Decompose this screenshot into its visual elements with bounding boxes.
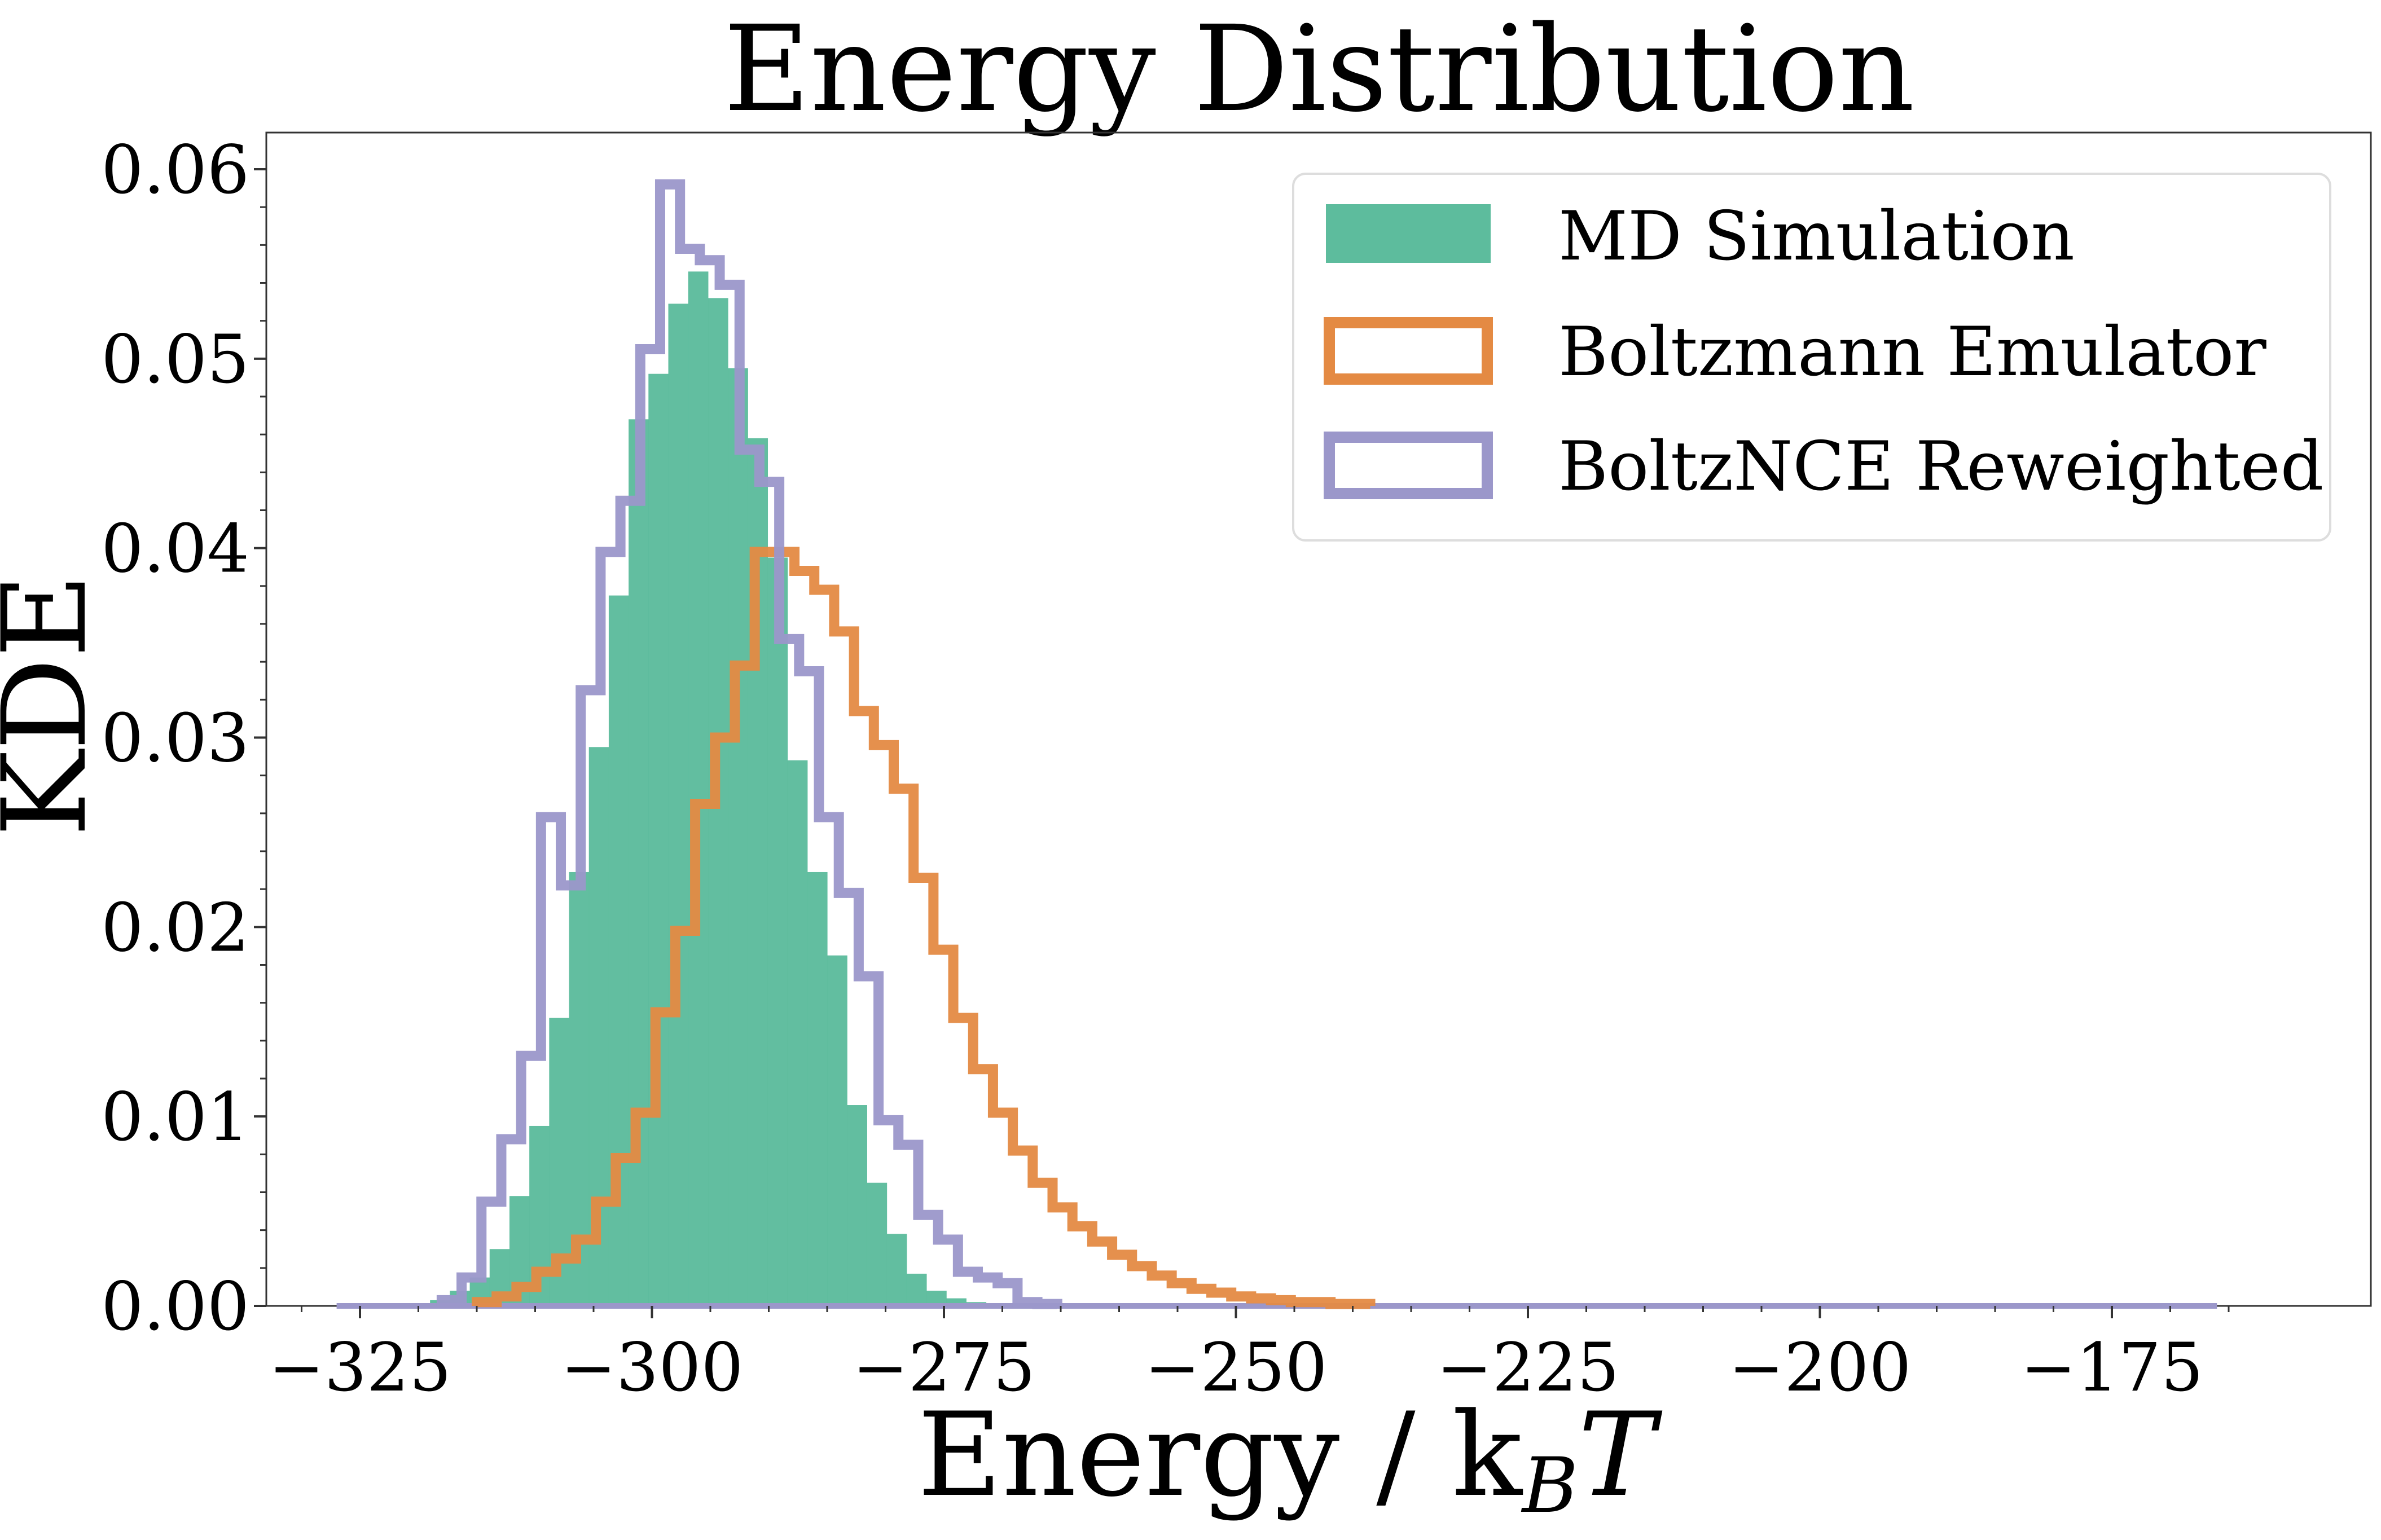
md-bar: [906, 1273, 927, 1306]
y-tick-label: 0.00: [101, 1268, 249, 1345]
y-tick-label: 0.06: [101, 131, 249, 209]
md-bar: [569, 872, 590, 1306]
x-axis-ticks: −325 −300 −275 −250 −225 −200 −175: [269, 1306, 2230, 1406]
md-bar: [847, 1105, 867, 1306]
legend-label-boltznce-reweighted: BoltzNCE Reweighted: [1558, 428, 2323, 506]
md-bar: [867, 1182, 888, 1306]
x-tick-label: −325: [269, 1328, 451, 1406]
boltzmann-emulator-line: [472, 547, 1376, 1309]
md-bar: [728, 368, 748, 1306]
y-tick-label: 0.01: [101, 1078, 249, 1156]
x-tick-label: −300: [560, 1328, 743, 1406]
md-bar: [688, 271, 709, 1306]
y-tick-label: 0.02: [101, 888, 249, 966]
chart-title: Energy Distribution: [723, 0, 1914, 138]
x-axis-label: Energy / kBT: [917, 1388, 1663, 1530]
x-tick-label: −275: [853, 1328, 1035, 1406]
y-axis-label: KDE: [0, 573, 112, 837]
md-bar: [767, 557, 788, 1306]
legend-swatch-boltzmann-emulator: [1324, 317, 1493, 385]
md-bar: [648, 373, 669, 1306]
x-tick-label: −200: [1728, 1328, 1911, 1406]
legend-box: [1292, 173, 2331, 542]
md-bar: [827, 955, 847, 1306]
legend-label-md-simulation: MD Simulation: [1558, 197, 2075, 276]
md-bar: [787, 760, 808, 1306]
step-lines: [336, 179, 2217, 1309]
x-tick-label: −225: [1436, 1328, 1619, 1406]
md-bar: [886, 1234, 907, 1306]
y-axis-ticks: 0.00 0.01 0.02 0.03 0.04 0.05 0.06: [101, 131, 266, 1345]
y-tick-label: 0.04: [101, 510, 249, 588]
md-bar: [807, 872, 828, 1306]
md-bar: [629, 419, 649, 1306]
legend-label-boltzmann-emulator: Boltzmann Emulator: [1558, 313, 2266, 391]
y-tick-label: 0.05: [101, 320, 249, 398]
md-bar: [668, 303, 689, 1306]
boltznce-reweighted-line: [436, 179, 1062, 1309]
x-tick-label: −250: [1144, 1328, 1327, 1406]
legend: MD Simulation Boltzmann Emulator BoltzNC…: [1292, 173, 2331, 542]
x-tick-label: −175: [2020, 1328, 2203, 1406]
legend-swatch-boltznce-reweighted: [1324, 432, 1493, 499]
y-tick-label: 0.03: [101, 699, 249, 777]
legend-swatch-md-simulation: [1326, 204, 1491, 263]
